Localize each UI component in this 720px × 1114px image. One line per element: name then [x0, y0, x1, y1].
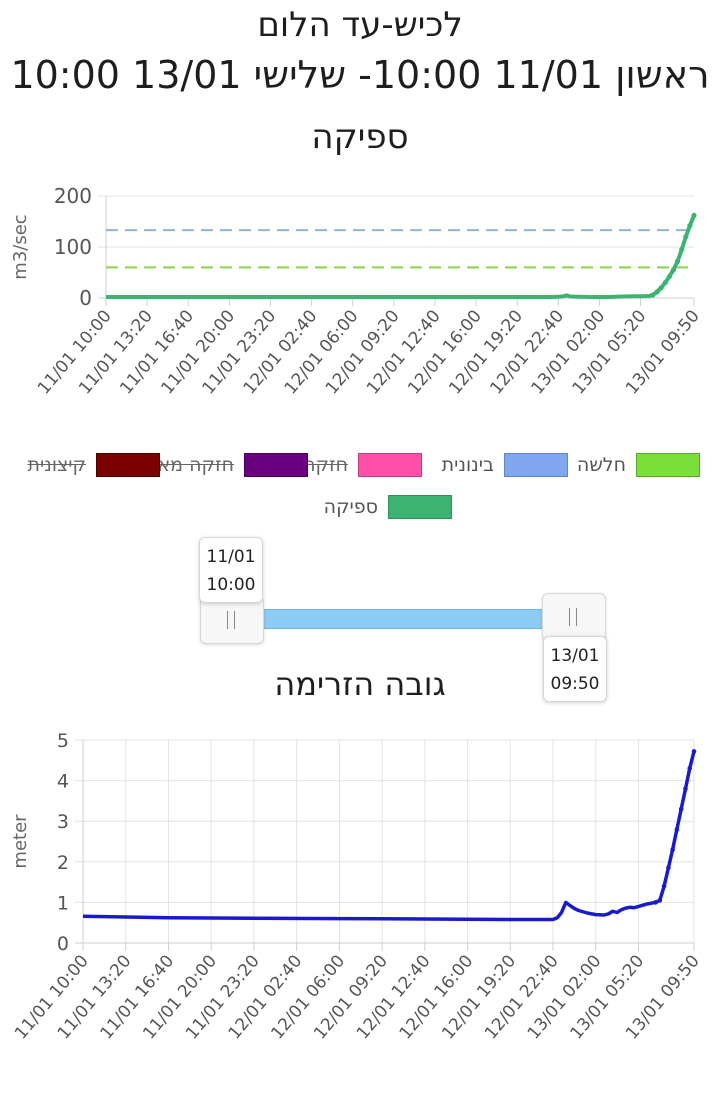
data-point: [658, 285, 664, 291]
legend-swatch: [358, 453, 422, 477]
range-start-tooltip: 11/01 10:00: [199, 537, 263, 603]
data-point: [683, 234, 689, 240]
range-start-time: 10:00: [206, 575, 256, 595]
data-point: [654, 289, 660, 295]
legend-item-flow[interactable]: ספיקה: [324, 492, 452, 522]
legend-item-extreme[interactable]: קיצונית: [27, 450, 160, 480]
data-point: [674, 258, 681, 264]
data-point: [670, 267, 677, 273]
y-tick-label: 4: [57, 771, 69, 793]
grip-icon: [569, 608, 570, 626]
legend-item-very-strong[interactable]: חזקה מאוד: [142, 450, 308, 480]
data-point: [674, 827, 680, 832]
data-point: [661, 883, 667, 889]
y-tick-label: 100: [54, 235, 92, 259]
range-end-date: 13/01: [550, 646, 600, 666]
y-tick-label: 2: [57, 852, 69, 874]
data-point: [657, 898, 663, 903]
legend-swatch: [636, 453, 700, 477]
level-chart-title: גובה הזרימה: [274, 665, 446, 703]
legend-label: ספיקה: [323, 496, 378, 518]
legend-swatch: [244, 453, 308, 477]
grip-icon: [576, 608, 577, 626]
legend-label: חזקה: [303, 454, 348, 476]
data-point: [650, 292, 656, 298]
station-title: לכיש-עד הלום: [257, 5, 463, 45]
grip-icon: [227, 611, 228, 629]
data-point: [687, 766, 693, 771]
series-line: [82, 750, 696, 922]
range-slider-track[interactable]: [232, 609, 572, 629]
y-axis-label: m3/sec: [10, 214, 31, 279]
y-tick-label: 200: [54, 184, 92, 208]
legend-label: בינונית: [441, 454, 494, 476]
data-point: [679, 246, 685, 253]
data-point: [666, 273, 672, 280]
legend-item-medium[interactable]: בינונית: [442, 450, 568, 480]
range-end-time: 09:50: [550, 674, 600, 694]
data-point: [662, 280, 668, 286]
grip-icon: [234, 611, 235, 629]
legend-label: חלשה: [576, 454, 626, 476]
data-point: [653, 900, 658, 905]
legend-item-weak[interactable]: חלשה: [577, 450, 700, 480]
y-tick-label: 0: [57, 933, 69, 955]
legend-label: קיצונית: [27, 454, 86, 476]
legend-item-strong[interactable]: חזקה: [303, 450, 422, 480]
legend-swatch: [504, 453, 568, 477]
y-tick-label: 3: [57, 811, 69, 833]
data-point: [678, 806, 684, 812]
data-point: [666, 865, 671, 871]
series-line: [106, 214, 696, 299]
y-tick-label: 5: [57, 730, 69, 752]
data-point: [683, 786, 688, 792]
data-point: [670, 847, 675, 852]
y-axis-label: meter: [10, 814, 31, 869]
flow-chart-title: ספיקה: [311, 117, 409, 157]
data-point: [691, 749, 697, 754]
legend-swatch: [96, 453, 160, 477]
range-slider-end-handle[interactable]: [542, 593, 606, 641]
range-start-date: 11/01: [206, 547, 256, 567]
period-title: ראשון 11/01 10:00- שלישי 13/01 10:00: [10, 53, 710, 97]
legend-label: חזקה מאוד: [141, 454, 234, 476]
data-point: [687, 222, 693, 229]
data-point: [691, 212, 697, 218]
legend-swatch: [388, 495, 452, 519]
y-tick-label: 0: [79, 286, 92, 310]
y-tick-label: 1: [57, 892, 69, 914]
range-end-tooltip: 13/01 09:50: [543, 636, 607, 702]
